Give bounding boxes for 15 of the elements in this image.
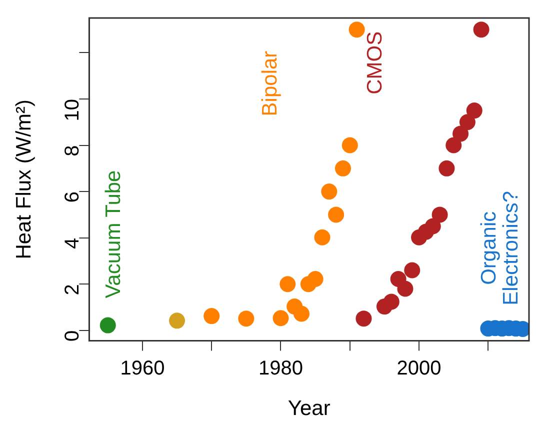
y-tick-label: 2 [62, 284, 84, 296]
text: CMOS [364, 31, 387, 94]
text: Bipolar [258, 50, 282, 116]
x-tick-label: 1960 [120, 357, 165, 380]
x-tick-label: 2000 [396, 357, 442, 380]
x-tick-label: 1980 [258, 357, 303, 380]
x-axis-title: Year [288, 397, 330, 420]
y-tick-label: 0 [62, 330, 84, 342]
text: Vacuum Tube [102, 170, 126, 298]
y-axis-title: Heat Flux (W/m²) [12, 99, 36, 260]
y-tick-label: 8 [62, 145, 84, 156]
text: Organic Electronics? [478, 190, 523, 306]
y-tick-label: 4 [62, 238, 84, 249]
y-tick-label: 6 [62, 192, 84, 203]
y-tick-label: 10 [62, 98, 84, 122]
